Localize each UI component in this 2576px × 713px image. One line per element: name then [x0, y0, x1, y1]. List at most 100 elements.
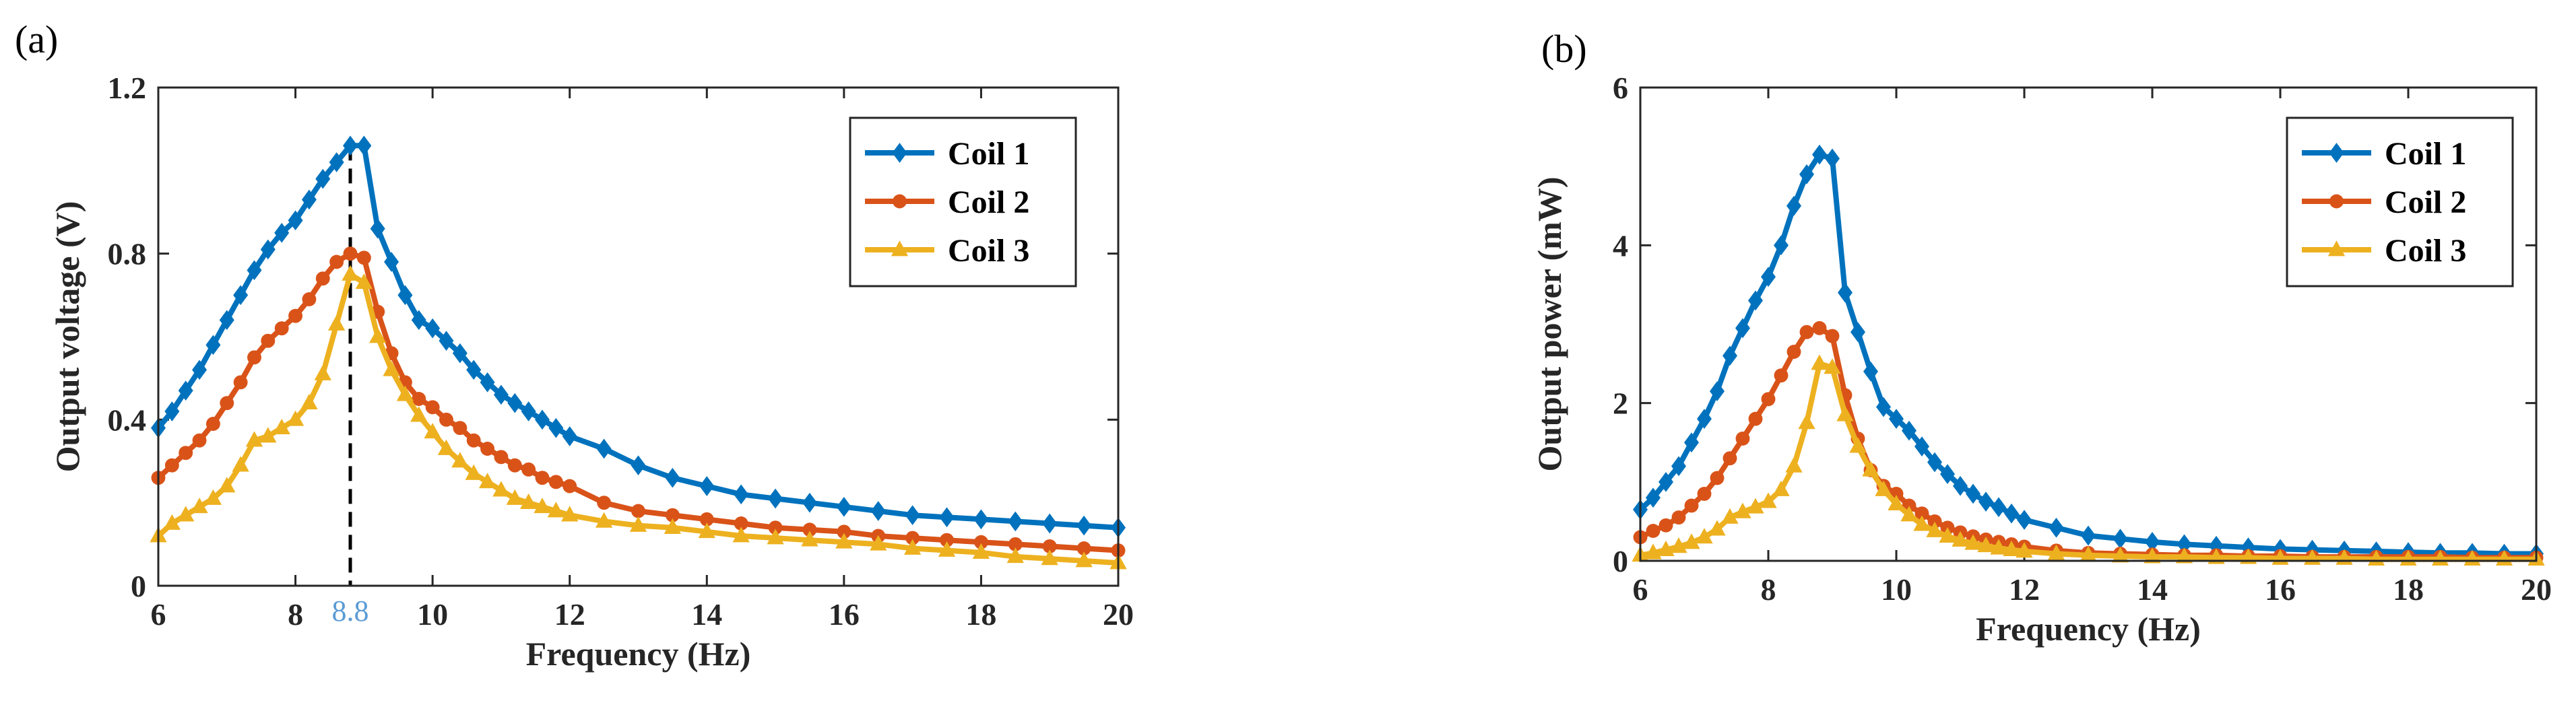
data-point — [1684, 432, 1699, 453]
data-point — [1761, 267, 1776, 287]
data-point — [1977, 536, 1995, 553]
data-point — [699, 476, 715, 496]
panel-b: (b) 6 8 10 12 14 16 18 20 0 2 4 6 Frequency (Hz) Outpu… — [1531, 27, 2552, 648]
data-point — [1927, 514, 1942, 529]
data-point — [1076, 541, 1091, 555]
data-point — [1862, 461, 1879, 477]
data-point — [1008, 511, 1023, 532]
data-point — [300, 393, 318, 410]
data-point — [1659, 471, 1673, 492]
x-tick-label: 20 — [1103, 597, 1134, 632]
data-point — [1041, 549, 1058, 566]
data-point — [1900, 506, 1918, 522]
data-point — [452, 343, 468, 364]
data-point — [329, 152, 344, 172]
data-point — [315, 168, 331, 189]
data-point — [1786, 195, 1801, 216]
data-point — [699, 512, 714, 527]
data-point — [286, 410, 304, 426]
data-point — [164, 458, 179, 473]
data-point — [768, 520, 783, 535]
data-point — [2177, 534, 2192, 555]
x-tick-label: 14 — [691, 597, 722, 632]
data-point — [1748, 411, 1763, 426]
data-point — [204, 489, 222, 505]
data-point — [177, 506, 195, 522]
data-point — [665, 467, 680, 488]
data-point — [1671, 510, 1686, 525]
data-point — [561, 506, 579, 522]
data-point — [2273, 539, 2288, 559]
x-tick-label: 8 — [1761, 572, 1776, 607]
data-point — [1772, 480, 1790, 496]
data-point — [274, 222, 290, 243]
legend: Coil 1 Coil 2 Coil 3 — [2286, 116, 2514, 287]
data-point — [1006, 547, 1024, 564]
data-point — [315, 271, 330, 286]
data-point — [192, 360, 207, 380]
data-point — [2047, 544, 2065, 560]
data-point — [1722, 345, 1737, 366]
data-point — [1659, 518, 1673, 533]
data-point — [1889, 409, 1904, 429]
data-point — [802, 492, 817, 513]
data-point — [397, 285, 413, 306]
data-point — [356, 250, 371, 265]
data-point — [1696, 528, 1713, 544]
data-point — [870, 535, 887, 551]
data-point — [732, 527, 750, 543]
data-point — [1708, 520, 1726, 536]
data-point — [1952, 531, 1969, 547]
data-point — [327, 314, 346, 331]
data-point — [768, 488, 783, 509]
legend: Coil 1 Coil 2 Coil 3 — [849, 116, 1077, 287]
data-point — [1926, 521, 1943, 537]
x-tick-label: 20 — [2521, 572, 2552, 607]
data-point — [534, 498, 551, 514]
y-tick-label: 2 — [1613, 386, 1628, 421]
data-point — [1838, 282, 1853, 303]
data-point — [466, 433, 481, 448]
legend-label: Coil 2 — [2385, 184, 2466, 220]
data-point — [548, 475, 563, 489]
y-tick-label: 6 — [1613, 71, 1628, 105]
data-point — [247, 260, 262, 281]
legend-swatch-marker — [2329, 194, 2344, 209]
data-point — [597, 496, 612, 510]
data-point — [1008, 537, 1023, 551]
data-point — [247, 350, 261, 365]
legend-label: Coil 2 — [948, 184, 1029, 220]
legend-label: Coil 3 — [948, 233, 1029, 269]
plot-frame — [1639, 86, 2538, 562]
data-point — [219, 310, 234, 331]
data-point — [698, 522, 715, 539]
data-point — [562, 479, 577, 494]
data-point — [439, 331, 454, 351]
data-point — [548, 417, 564, 438]
data-point — [2049, 517, 2064, 538]
data-point — [1990, 539, 2007, 555]
data-point — [2016, 542, 2033, 558]
data-point — [1721, 508, 1739, 524]
y-tick-label: 0 — [1613, 544, 1628, 578]
legend-box — [849, 116, 1077, 287]
legend-label: Coil 3 — [2385, 233, 2466, 269]
data-point — [1644, 543, 1662, 559]
data-point — [973, 535, 988, 549]
data-point — [492, 481, 510, 497]
y-tick-label: 4 — [1613, 228, 1628, 263]
data-point — [396, 385, 414, 401]
data-point — [903, 539, 922, 555]
data-point — [259, 427, 277, 443]
y-axis-title: Output power (mW) — [1531, 177, 1568, 472]
data-point — [288, 210, 303, 231]
data-point — [1799, 325, 1814, 339]
data-point — [411, 310, 426, 331]
data-point — [1876, 397, 1891, 417]
data-point — [1735, 318, 1750, 339]
data-point — [1812, 144, 1827, 165]
data-point — [191, 498, 208, 514]
data-point — [2113, 529, 2128, 549]
data-point — [1825, 329, 1840, 343]
